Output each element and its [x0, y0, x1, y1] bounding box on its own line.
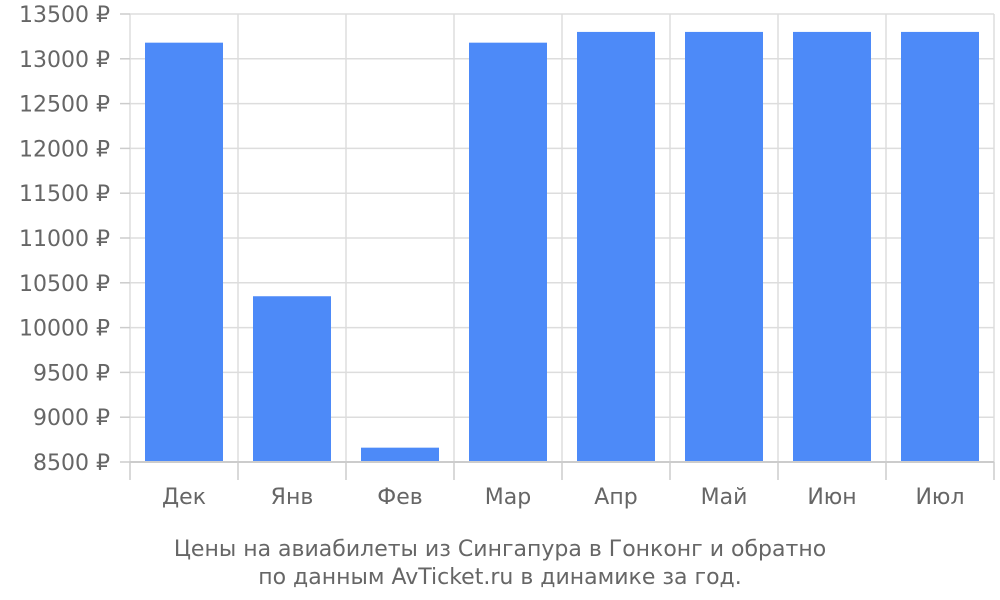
bar-3	[361, 447, 439, 462]
bar-4	[469, 42, 547, 463]
bar-5	[577, 31, 655, 462]
y-tick-label: 9000 ₽	[33, 406, 110, 431]
grid	[129, 13, 995, 463]
x-tick-label: Июл	[915, 485, 964, 510]
y-tick-label: 11500 ₽	[19, 182, 110, 207]
axes	[120, 13, 995, 480]
x-tick-label: Мар	[485, 485, 531, 510]
y-tick-label: 11000 ₽	[19, 227, 110, 252]
chart-caption-line-1: Цены на авиабилеты из Сингапура в Гонкон…	[174, 537, 826, 562]
bar-8	[901, 31, 979, 462]
y-tick-label: 10000 ₽	[19, 317, 110, 342]
chart-caption-line-2: по данным AvTicket.ru в динамике за год.	[258, 565, 742, 590]
x-tick-label: Янв	[271, 485, 314, 510]
x-tick-label: Дек	[162, 485, 206, 510]
y-tick-label: 13500 ₽	[19, 3, 110, 28]
bars	[145, 31, 979, 463]
x-tick-label: Июн	[807, 485, 856, 510]
y-tick-label: 12000 ₽	[19, 137, 110, 162]
y-tick-label: 8500 ₽	[33, 451, 110, 476]
bar-7	[793, 31, 871, 462]
bar-2	[253, 296, 331, 462]
x-tick-label: Фев	[377, 485, 422, 510]
y-tick-label: 10500 ₽	[19, 272, 110, 297]
y-tick-label: 9500 ₽	[33, 361, 110, 386]
y-tick-label: 12500 ₽	[19, 93, 110, 118]
x-tick-label: Май	[701, 485, 748, 510]
x-tick-label: Апр	[594, 485, 637, 510]
bar-6	[685, 31, 763, 462]
y-axis-tick-labels: 8500 ₽ 9000 ₽ 9500 ₽ 10000 ₽ 10500 ₽ 11000 ₽ 1…	[19, 3, 110, 476]
y-tick-label: 13000 ₽	[19, 48, 110, 73]
x-axis-tick-labels: Дек Янв Фев Мар Апр Май Июн Июл	[162, 485, 965, 510]
bar-1	[145, 42, 223, 463]
